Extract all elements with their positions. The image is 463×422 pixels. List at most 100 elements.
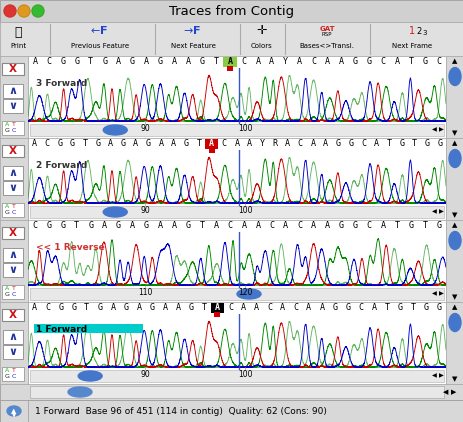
- Text: G: G: [60, 222, 65, 230]
- Text: C: C: [227, 303, 232, 313]
- Text: A: A: [5, 368, 9, 373]
- Text: GAT: GAT: [319, 26, 334, 32]
- Text: ←: ←: [90, 26, 100, 36]
- Bar: [2, 145, 24, 157]
- Text: ◀: ◀: [431, 373, 435, 379]
- Text: 100: 100: [238, 206, 252, 214]
- Text: A: A: [32, 57, 38, 67]
- Text: T: T: [196, 140, 201, 149]
- Text: A: A: [240, 303, 245, 313]
- Text: ∨: ∨: [8, 100, 18, 111]
- Text: A: A: [110, 303, 115, 313]
- Ellipse shape: [448, 149, 460, 168]
- Bar: [2, 121, 24, 135]
- Bar: [445, 56, 463, 138]
- Text: X: X: [9, 228, 17, 238]
- Text: A: A: [213, 222, 218, 230]
- Text: A: A: [306, 303, 311, 313]
- Text: A: A: [282, 222, 288, 230]
- Text: G: G: [71, 303, 76, 313]
- Text: ▼: ▼: [451, 294, 457, 300]
- Bar: [0, 400, 463, 422]
- Text: X: X: [9, 64, 17, 74]
- Text: Print: Print: [10, 43, 26, 49]
- Text: A: A: [241, 222, 246, 230]
- Text: A: A: [102, 222, 107, 230]
- Text: C: C: [293, 303, 298, 313]
- Text: Y: Y: [259, 140, 264, 149]
- Text: G: G: [5, 374, 9, 379]
- Text: ◀: ◀: [442, 389, 448, 395]
- Text: G: G: [188, 303, 194, 313]
- Bar: [3, 248, 23, 262]
- Text: A: A: [325, 222, 329, 230]
- Text: ▶: ▶: [438, 373, 443, 379]
- Text: ∨: ∨: [8, 265, 18, 275]
- Text: 100: 100: [238, 124, 252, 133]
- Text: G: G: [424, 140, 429, 149]
- Bar: [2, 63, 24, 75]
- Text: T: T: [422, 222, 427, 230]
- Text: A: A: [269, 57, 274, 67]
- Text: T: T: [82, 140, 88, 149]
- Text: 🖨: 🖨: [14, 27, 22, 40]
- Text: G: G: [345, 303, 350, 313]
- Text: F: F: [100, 26, 107, 36]
- Bar: [0, 384, 463, 400]
- Text: Previous Feature: Previous Feature: [71, 43, 129, 49]
- Text: Next Feature: Next Feature: [170, 43, 215, 49]
- Text: A: A: [325, 57, 329, 67]
- Bar: [2, 367, 24, 381]
- Bar: [445, 220, 463, 302]
- Text: G: G: [436, 222, 441, 230]
- Text: ∧: ∧: [8, 86, 18, 96]
- Text: ▲: ▲: [11, 408, 17, 414]
- Ellipse shape: [103, 125, 127, 135]
- Text: C: C: [45, 303, 50, 313]
- Text: A: A: [310, 140, 315, 149]
- Bar: [28, 220, 445, 302]
- Text: 120: 120: [238, 287, 252, 297]
- Text: G: G: [436, 140, 441, 149]
- Text: 90: 90: [140, 370, 150, 379]
- Text: T: T: [410, 303, 415, 313]
- Text: C: C: [297, 140, 302, 149]
- Text: 90: 90: [140, 206, 150, 214]
- Text: C: C: [380, 57, 385, 67]
- Text: << 1 Reverse: << 1 Reverse: [36, 243, 105, 252]
- Text: A: A: [214, 303, 219, 313]
- Text: →: →: [183, 26, 192, 36]
- Text: A: A: [297, 57, 301, 67]
- Text: 3: 3: [422, 30, 426, 36]
- Bar: [30, 288, 443, 300]
- Text: ▼: ▼: [451, 212, 457, 218]
- Text: G: G: [348, 140, 353, 149]
- Bar: [3, 99, 23, 113]
- Text: G: G: [398, 140, 403, 149]
- Text: C: C: [12, 129, 16, 133]
- Text: T: T: [74, 222, 79, 230]
- Text: T: T: [12, 368, 16, 373]
- Text: 2 Forward: 2 Forward: [36, 161, 88, 170]
- Bar: [214, 312, 220, 317]
- Text: A: A: [136, 303, 141, 313]
- Text: A: A: [116, 57, 121, 67]
- Text: G: G: [130, 57, 135, 67]
- Text: 1 Forward  Base 96 of 451 (114 in contig)  Quality: 62 (Cons: 90): 1 Forward Base 96 of 451 (114 in contig)…: [35, 406, 326, 416]
- Text: G: G: [423, 303, 428, 313]
- Text: T: T: [12, 287, 16, 292]
- Text: 110: 110: [138, 287, 152, 297]
- Text: G: G: [366, 57, 371, 67]
- Text: G: G: [102, 57, 107, 67]
- Text: C: C: [12, 211, 16, 216]
- Text: G: G: [58, 303, 63, 313]
- Text: X: X: [9, 146, 17, 156]
- Bar: [0, 302, 28, 384]
- Text: C: C: [436, 57, 441, 67]
- Text: A: A: [255, 222, 260, 230]
- Ellipse shape: [448, 68, 460, 86]
- Text: A: A: [247, 140, 251, 149]
- Text: A: A: [5, 205, 9, 209]
- Ellipse shape: [7, 406, 21, 416]
- Text: T: T: [411, 140, 416, 149]
